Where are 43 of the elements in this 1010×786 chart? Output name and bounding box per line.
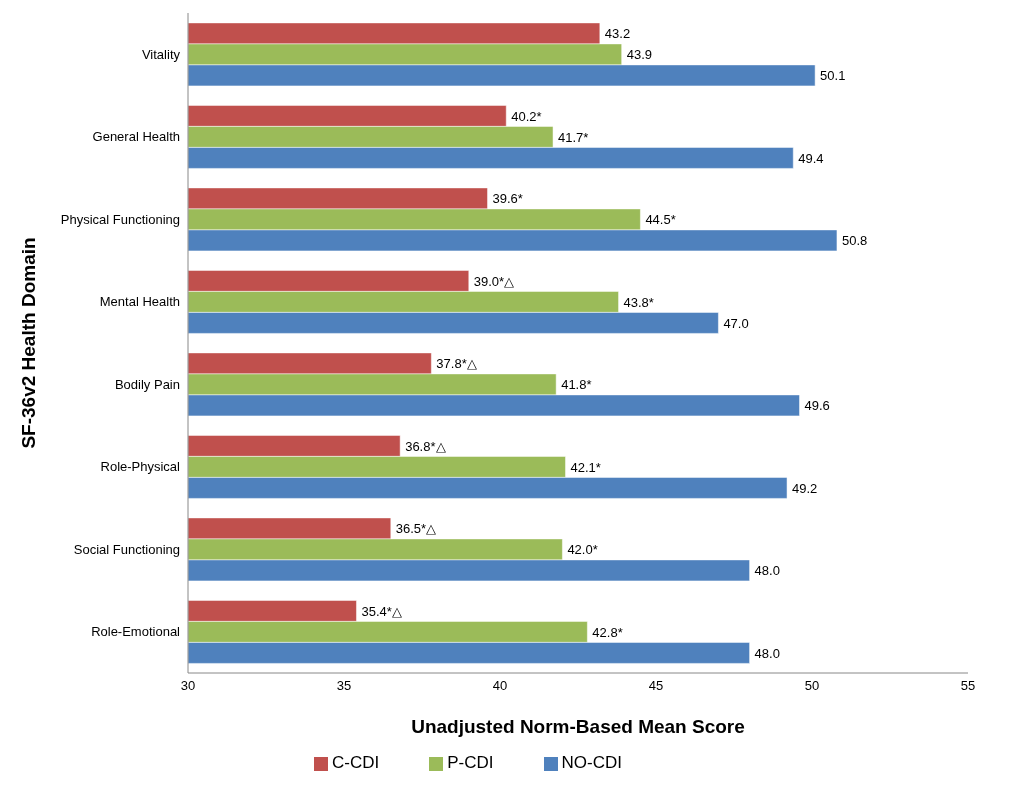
data-label: 47.0 bbox=[723, 315, 749, 331]
y-tick-label: Role-Emotional bbox=[91, 624, 181, 640]
data-label: 35.4*△ bbox=[361, 603, 402, 619]
y-tick-label: Role-Physical bbox=[100, 459, 181, 475]
data-label: 42.1* bbox=[570, 459, 601, 475]
data-label: 39.6* bbox=[492, 191, 523, 207]
y-tick-label: General Health bbox=[92, 129, 180, 145]
data-label: 43.8* bbox=[623, 294, 654, 310]
data-label: 43.9 bbox=[626, 47, 652, 63]
data-label: 41.7* bbox=[558, 129, 589, 145]
data-label: 50.8 bbox=[841, 233, 868, 249]
data-label: 43.2 bbox=[604, 26, 631, 42]
legend-label: P-CDI bbox=[447, 753, 494, 772]
x-tick-label: 50 bbox=[804, 678, 820, 694]
x-tick-label: 30 bbox=[180, 678, 196, 694]
data-label: 37.8*△ bbox=[436, 356, 477, 372]
x-axis-title: Unadjusted Norm-Based Mean Score bbox=[411, 716, 745, 737]
y-tick-label: Mental Health bbox=[99, 294, 180, 310]
data-label: 40.2* bbox=[511, 108, 542, 124]
legend-label: NO-CDI bbox=[561, 753, 622, 772]
y-tick-label: Vitality bbox=[141, 46, 181, 62]
y-axis-title: SF-36v2 Health Domain bbox=[17, 237, 39, 449]
x-tick-label: 35 bbox=[336, 678, 352, 694]
data-label: 41.8* bbox=[561, 377, 592, 393]
data-label: 44.5* bbox=[645, 212, 676, 228]
data-label: 36.8*△ bbox=[405, 438, 446, 454]
data-label: 48.0 bbox=[754, 563, 780, 579]
data-label: 50.1 bbox=[820, 68, 846, 84]
y-tick-label: Physical Functioning bbox=[60, 211, 180, 227]
y-tick-label: Bodily Pain bbox=[114, 376, 180, 392]
data-label: 36.5*△ bbox=[395, 521, 437, 537]
data-label: 42.0* bbox=[567, 542, 598, 558]
data-label: 39.0*△ bbox=[473, 273, 515, 289]
data-label: 49.6 bbox=[804, 398, 830, 414]
legend-label: C-CDI bbox=[332, 753, 380, 772]
data-label: 49.4 bbox=[798, 150, 824, 166]
x-tick-label: 45 bbox=[648, 678, 664, 694]
data-label: 48.0 bbox=[754, 645, 780, 661]
data-label: 42.8* bbox=[592, 624, 623, 640]
x-tick-label: 40 bbox=[492, 678, 508, 694]
x-tick-label: 55 bbox=[960, 678, 976, 694]
y-tick-label: Social Functioning bbox=[73, 541, 180, 557]
data-label: 49.2 bbox=[792, 480, 818, 496]
